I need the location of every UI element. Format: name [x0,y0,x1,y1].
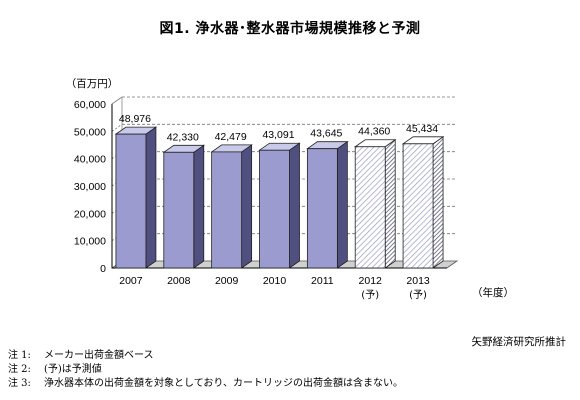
bar-chart: 0 10,000 20,000 30,000 40,000 50,000 60,000 （百万… [66,78,514,301]
note-1: 注 1: メーカー出荷金額ベース [8,350,154,361]
bar-value-label: 45,434 [406,123,438,135]
bar-side [193,144,205,269]
x-tick-sublabel: (予) [361,289,379,301]
y-tick-label: 0 [100,263,106,275]
bar [163,151,195,269]
x-tick-label: 2007 [119,275,143,287]
bar [259,149,290,269]
chart-title: 図1. 浄水器･整水器市場規模推移と予測 [159,21,421,37]
y-tick-label: 40,000 [74,154,106,166]
bar-value-label: 42,479 [215,131,247,143]
x-tick-label: 2010 [263,275,287,287]
bar [211,151,243,269]
bar-side [432,136,444,269]
note-3: 注 3: 浄水器本体の出荷金額を対象としており、カートリッジの出荷金額は含まない。 [8,378,403,389]
y-tick-label: 10,000 [74,236,106,248]
bar-side [241,144,253,269]
x-axis-unit-label: （年度） [472,286,514,299]
bar-side [289,142,300,269]
top-edge [111,96,123,105]
y-tick-label: 30,000 [74,181,106,193]
y-axis-unit-label: （百万円） [66,78,119,90]
note-2: 注 2: (予)は予測値 [8,364,102,375]
x-tick-label: 2013 [406,275,430,287]
x-tick-sublabel: (予) [409,289,427,301]
y-tick-label: 20,000 [74,208,106,220]
bar-side [384,138,396,269]
bar [306,148,338,269]
bar [354,146,386,269]
bar-value-label: 44,360 [358,126,390,138]
bar-value-label: 48,976 [119,113,151,125]
notes: 注 1: メーカー出荷金額ベース 注 2: (予)は予測値 注 3: 浄水器本体の出荷… [8,349,403,391]
gridline-diagonal [111,124,123,132]
bar [115,133,147,269]
bar-side [336,140,348,269]
bar-value-label: 43,091 [262,129,294,141]
source-credit: 矢野経済研究所推計 [471,336,567,348]
bar [402,143,434,269]
x-tick-label: 2012 [359,275,383,287]
y-tick-label: 60,000 [74,99,106,111]
x-tick-label: 2009 [215,275,239,287]
x-tick-label: 2011 [311,275,334,287]
bar-value-label: 43,645 [310,128,342,140]
bar-value-label: 42,330 [167,131,199,143]
bar-side [145,126,157,269]
y-tick-label: 50,000 [74,126,106,138]
x-tick-label: 2008 [167,275,191,287]
